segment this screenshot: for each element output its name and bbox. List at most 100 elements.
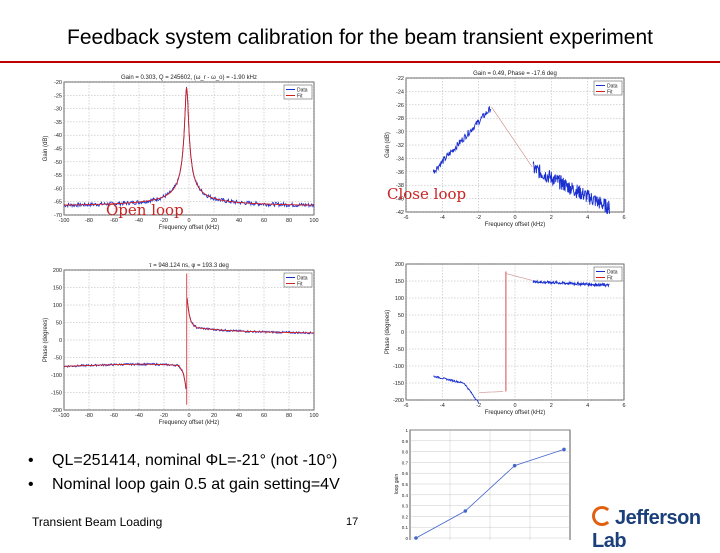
slide-title: Feedback system calibration for the beam…	[67, 26, 653, 49]
legend-entry-data: Data	[297, 276, 308, 282]
y-tick-label: -100	[393, 364, 404, 370]
y-axis-label: Phase (degrees)	[385, 310, 391, 354]
loop-gain-point	[512, 463, 517, 468]
x-tick-label: 2	[550, 215, 553, 221]
data-series-line	[432, 105, 492, 174]
y-tick-label: -70	[54, 213, 62, 219]
x-tick-label: 20	[211, 218, 217, 224]
y-tick-label: -30	[54, 107, 62, 113]
y-tick-label: 0.4	[402, 493, 409, 498]
fit-series-line	[64, 87, 314, 206]
y-tick-label: 150	[395, 279, 404, 285]
x-tick-label: 100	[309, 413, 318, 419]
x-tick-label: -80	[85, 218, 93, 224]
y-tick-label: 150	[53, 286, 62, 292]
x-tick-label: 4	[586, 215, 589, 221]
data-series-line	[532, 279, 610, 288]
x-tick-label: 4	[586, 403, 589, 409]
page-number: 17	[346, 516, 359, 528]
y-tick-label: 200	[53, 268, 62, 274]
y-tick-label: -65	[54, 200, 62, 206]
x-tick-label: 6	[622, 403, 625, 409]
y-tick-label: -34	[396, 156, 404, 162]
y-axis-label: loop gain	[394, 474, 400, 495]
loop-gain-point	[463, 509, 468, 513]
fit-series-line	[505, 273, 533, 281]
y-tick-label: 1	[405, 428, 408, 433]
y-tick-label: -35	[54, 120, 62, 126]
y-tick-label: -50	[54, 356, 62, 362]
open-loop-gain-plot: -100 -80 -60 -40 -20 0 20 40 60 80 100 -20 -25 -30 -35…	[32, 72, 332, 232]
x-tick-label: 40	[236, 413, 242, 419]
x-tick-label: -2	[476, 215, 481, 221]
x-tick-label: 6	[622, 215, 625, 221]
y-tick-label: 0	[405, 536, 408, 540]
y-tick-label: -100	[51, 373, 62, 379]
bullet-list: • QL=251414, nominal ΦL=-21° (not -10°) •…	[28, 449, 340, 497]
data-series-line	[433, 375, 479, 404]
bullet-item: • QL=251414, nominal ΦL=-21° (not -10°)	[28, 452, 338, 469]
open-loop-phase-plot: -100 -80 -60 -40 -20 0 20 40 60 80 100 200 150 100 50 0…	[32, 258, 332, 430]
plot-title: Gain = 0.303, Q = 245602, (ω_r - ω_o) = …	[121, 75, 257, 81]
legend-entry-data: Data	[607, 84, 618, 90]
loop-gain-plot: 1 0.9 0.8 0.7 0.6 0.5 0.4 0.3 0.2 0.1 0 loop gain	[392, 424, 578, 540]
y-tick-label: -36	[396, 170, 404, 176]
x-tick-label: 100	[309, 218, 318, 224]
y-axis-label: Gain (dB)	[385, 132, 391, 158]
x-tick-label: -4	[440, 403, 445, 409]
x-axis-label: Frequency offset (kHz)	[485, 222, 546, 228]
fit-series-line	[63, 363, 187, 389]
x-tick-label: 0	[513, 403, 516, 409]
legend-entry-fit: Fit	[607, 276, 613, 282]
y-tick-label: 50	[398, 313, 404, 319]
y-tick-label: 0.3	[402, 504, 409, 509]
bullet-item: • Nominal loop gain 0.5 at gain setting=4…	[28, 476, 340, 493]
loop-gain-point	[562, 447, 566, 452]
x-tick-label: -100	[58, 413, 69, 419]
data-series-line	[532, 161, 610, 214]
legend-entry-data: Data	[297, 88, 308, 94]
y-tick-label: -25	[54, 93, 62, 99]
x-tick-label: -6	[404, 403, 409, 409]
x-tick-label: 60	[261, 218, 267, 224]
close-loop-gain-plot: -6 -4 -2 0 2 4 6 -22 -24 -26 -28 -30 -32 -34 -36 -38 -40…	[378, 66, 640, 236]
y-tick-label: -60	[54, 186, 62, 192]
y-tick-label: 0.5	[402, 482, 409, 487]
plot-title: τ = 948.124 ns, φ = 193.3 deg	[149, 263, 229, 269]
fit-series-line	[186, 298, 314, 334]
fit-series-line	[478, 391, 504, 393]
close-loop-label: Close loop	[387, 185, 467, 203]
y-tick-label: 0.9	[402, 439, 409, 444]
jefferson-lab-logo: Jefferson Lab	[592, 506, 701, 552]
y-tick-label: -200	[51, 408, 62, 414]
x-tick-label: 0	[513, 215, 516, 221]
x-tick-label: 2	[550, 403, 553, 409]
x-tick-label: -6	[404, 215, 409, 221]
legend-entry-fit: Fit	[607, 90, 613, 96]
y-tick-label: 0.6	[402, 471, 409, 476]
y-tick-label: -24	[396, 89, 404, 95]
x-tick-label: -40	[135, 218, 143, 224]
x-tick-label: -60	[110, 413, 118, 419]
footer-text: Transient Beam Loading	[32, 515, 163, 529]
y-tick-label: -200	[393, 398, 404, 404]
y-tick-label: 200	[395, 262, 404, 268]
y-tick-label: -40	[54, 133, 62, 139]
y-tick-label: -22	[396, 76, 404, 82]
x-tick-label: 0	[187, 218, 190, 224]
y-tick-label: -38	[396, 183, 404, 189]
x-tick-label: 0	[187, 413, 190, 419]
x-tick-label: 20	[211, 413, 217, 419]
close-loop-phase-plot: -6 -4 -2 0 2 4 6 200 150 100 50 0 -50 -100 -150 -200 Fre…	[378, 258, 640, 418]
x-tick-label: -60	[110, 218, 118, 224]
y-tick-label: -28	[396, 116, 404, 122]
x-tick-label: -20	[160, 218, 168, 224]
y-tick-label: 100	[395, 296, 404, 302]
legend-entry-data: Data	[607, 270, 618, 276]
x-axis-label: Frequency offset (kHz)	[159, 225, 220, 231]
y-tick-label: -26	[396, 103, 404, 109]
x-axis-label: Frequency offset (kHz)	[159, 420, 220, 426]
y-tick-label: 0	[401, 330, 404, 336]
y-tick-label: -40	[396, 197, 404, 203]
y-tick-label: -50	[396, 347, 404, 353]
